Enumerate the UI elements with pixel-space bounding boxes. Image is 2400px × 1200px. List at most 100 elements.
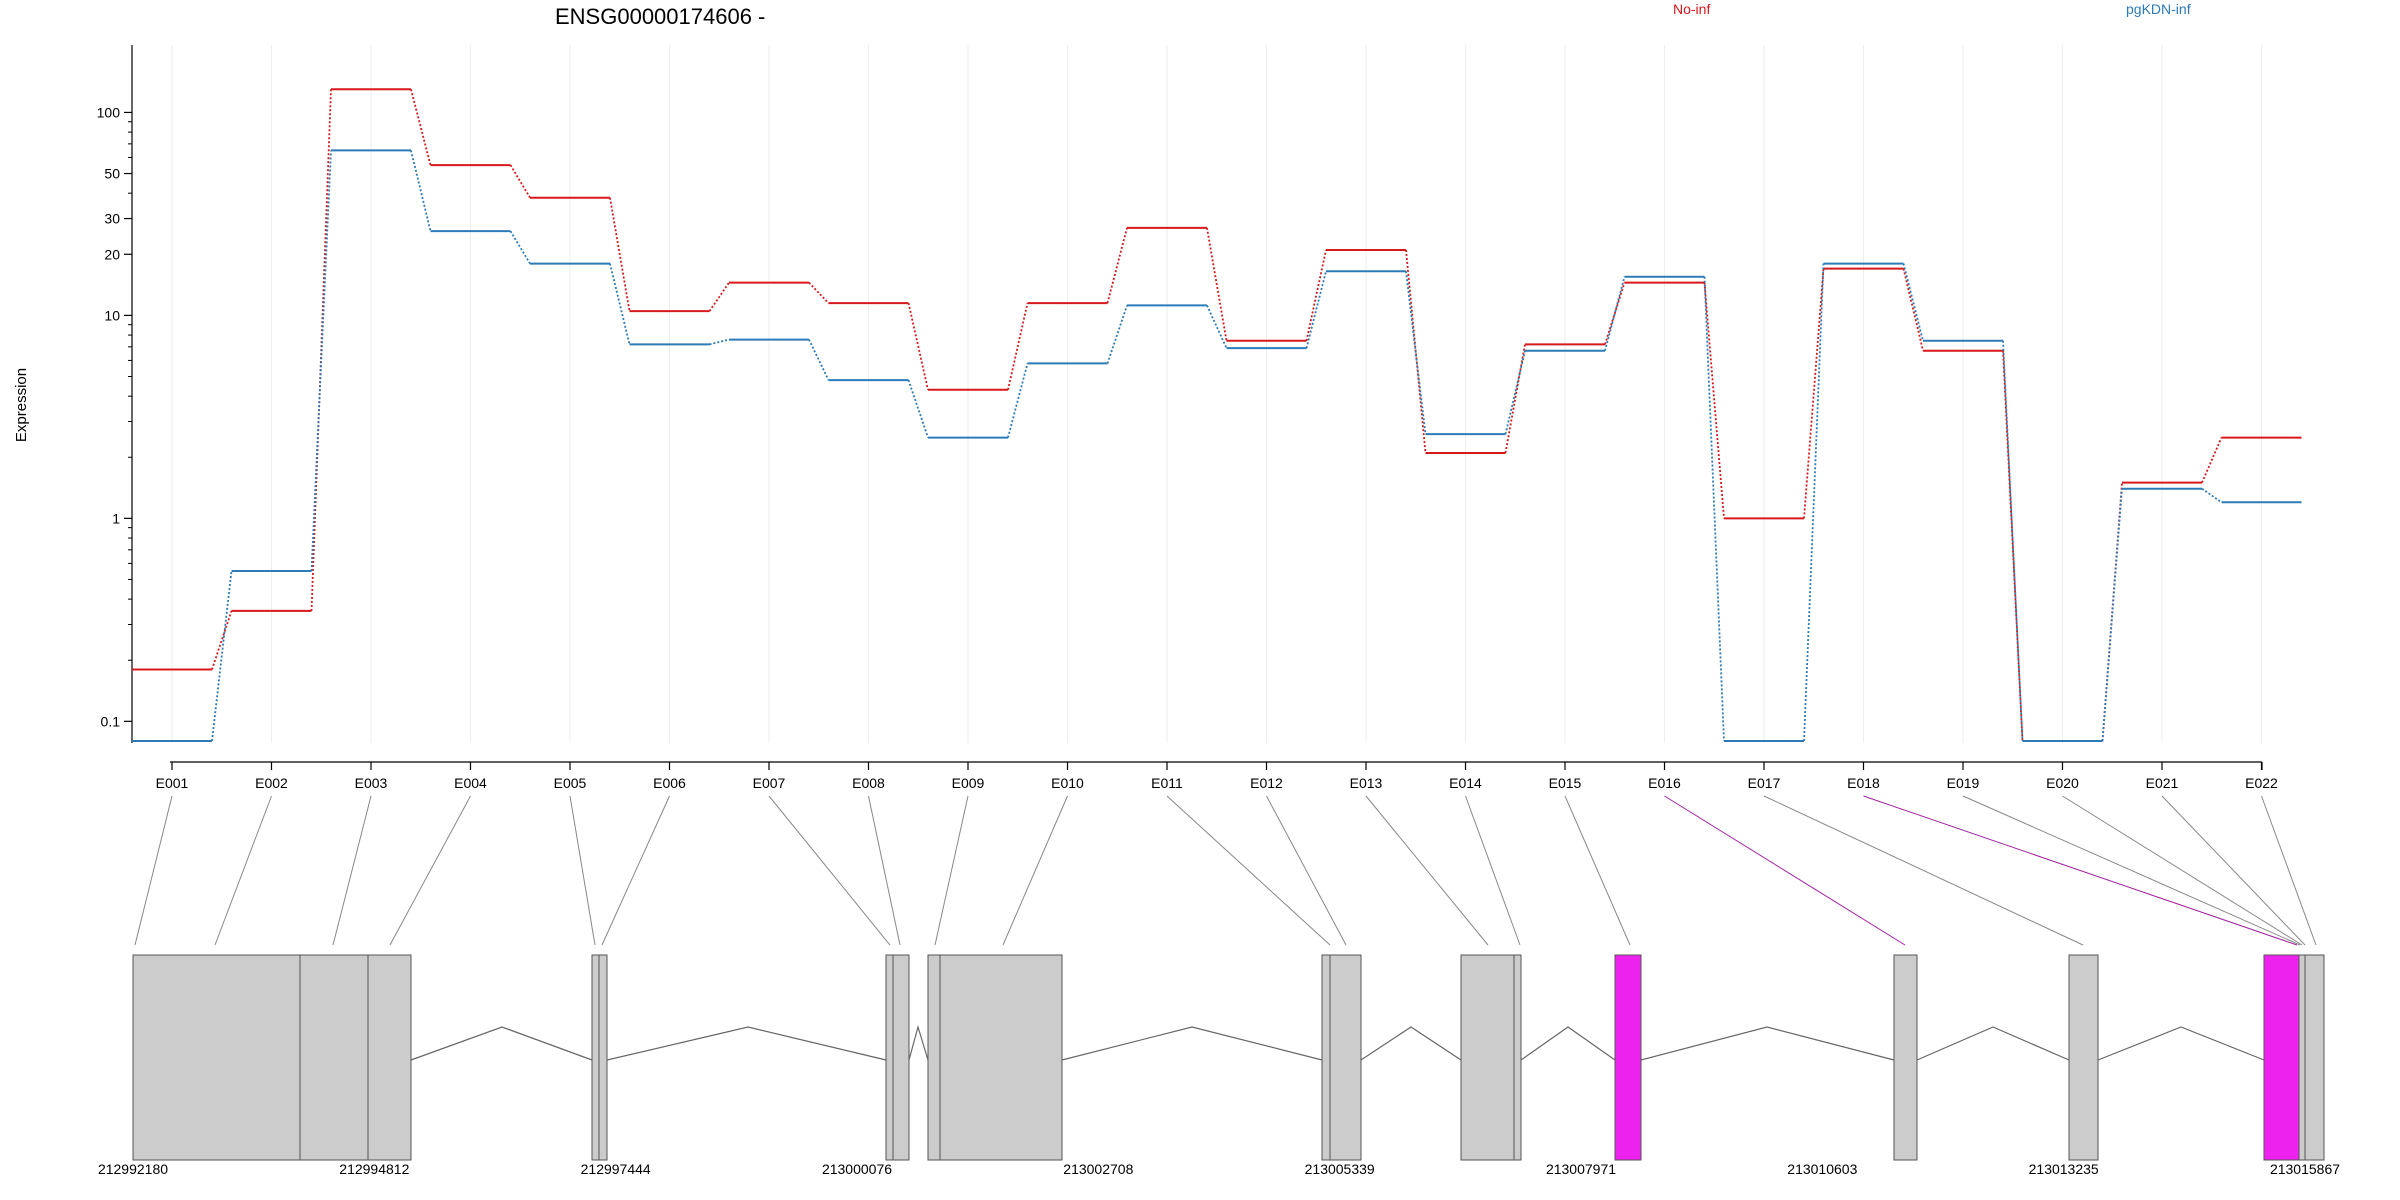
x-tick-label: E014 <box>1449 775 1482 791</box>
legend-pgkdn-inf: pgKDN-inf <box>2126 1 2191 17</box>
genome-coordinate-label: 213005339 <box>1305 1161 1375 1177</box>
y-tick-label: 100 <box>97 104 121 120</box>
x-tick-label: E005 <box>554 775 587 791</box>
exon-connector <box>1763 795 2084 946</box>
exon-connector <box>768 795 891 946</box>
genome-coordinate-label: 213000076 <box>822 1161 892 1177</box>
series-connector <box>509 164 531 199</box>
x-tick-label: E006 <box>653 775 686 791</box>
series-1 <box>132 149 2302 742</box>
series-connector <box>1604 276 1626 351</box>
series-connector <box>1007 363 1029 438</box>
genome-coordinate-label: 213007971 <box>1546 1161 1616 1177</box>
exon-connector <box>868 795 901 946</box>
series-connector <box>808 339 830 381</box>
genome-coordinate-label: 212992180 <box>98 1161 168 1177</box>
series-lines <box>132 88 2302 742</box>
exon-block <box>2068 954 2099 1161</box>
x-tick-label: E009 <box>952 775 985 791</box>
series-connector <box>2201 437 2223 483</box>
exon-block <box>1460 954 1515 1161</box>
exon-block <box>2304 954 2325 1161</box>
series-connector <box>509 230 531 265</box>
x-tick-label: E018 <box>1847 775 1880 791</box>
y-tick-label: 0.1 <box>101 713 121 729</box>
series-connector <box>808 282 830 304</box>
genome-coordinate-label: 212997444 <box>581 1161 651 1177</box>
exon-connector <box>1002 795 1068 946</box>
series-connector <box>609 197 631 312</box>
exon-connector <box>1365 795 1489 946</box>
exon-block <box>299 954 369 1161</box>
genome-coordinate-label: 213015867 <box>2270 1161 2340 1177</box>
x-tick-label: E002 <box>255 775 288 791</box>
series-connector <box>2101 488 2123 742</box>
x-tick-label: E019 <box>1947 775 1980 791</box>
exon-connector <box>214 795 272 946</box>
exon-connector <box>134 795 173 946</box>
x-tick-label: E012 <box>1250 775 1283 791</box>
exon-connector <box>332 795 372 946</box>
exon-connector <box>2161 795 2306 946</box>
exon-block <box>591 954 600 1161</box>
y-tick-label: 1 <box>112 510 120 526</box>
exon-connector <box>601 795 670 946</box>
chart-title: ENSG00000174606 - <box>555 4 765 29</box>
exon-connector <box>1166 795 1331 946</box>
exon-block <box>885 954 894 1161</box>
x-tick-label: E021 <box>2146 775 2179 791</box>
x-tick-label: E007 <box>753 775 786 791</box>
exon-connector <box>389 795 471 946</box>
x-tick-label: E016 <box>1648 775 1681 791</box>
y-tick-label: 30 <box>104 211 120 227</box>
exon-connector <box>1863 795 2298 946</box>
exon-connector <box>1266 795 1347 946</box>
series-connector <box>1504 350 1526 435</box>
genome-coordinate-label: 213010603 <box>1787 1161 1857 1177</box>
exon-connectors <box>134 795 2317 946</box>
series-connector <box>609 263 631 345</box>
series-connector <box>1902 263 1924 341</box>
y-tick-label: 10 <box>104 307 120 323</box>
x-tick-label: E013 <box>1350 775 1383 791</box>
series-connector <box>1504 344 1526 454</box>
series-connector <box>907 379 929 438</box>
exon-connector <box>1465 795 1521 946</box>
series-connector <box>1902 268 1924 351</box>
axes: 0.1 1 10 20 30 50 100 E001 E002 E003 E004 E005 E006 E… <box>97 45 2278 791</box>
intron-line <box>1360 1026 1462 1061</box>
series-connector <box>1405 271 1427 435</box>
exon-connector <box>1962 795 2301 946</box>
series-connector <box>1206 227 1228 341</box>
series-connector <box>1703 276 1725 742</box>
exon-block <box>132 954 301 1161</box>
x-tick-label: E001 <box>156 775 189 791</box>
exon-block <box>1893 954 1918 1161</box>
series-connector <box>410 89 432 166</box>
intron-line <box>606 1026 887 1061</box>
x-tick-label: E015 <box>1549 775 1582 791</box>
x-tick-label: E022 <box>2245 775 2278 791</box>
intron-line <box>1916 1026 2070 1061</box>
series-connector <box>1007 302 1029 390</box>
series-connector <box>1106 227 1128 304</box>
series-0 <box>132 88 2302 742</box>
genome-coordinate-label: 213013235 <box>2029 1161 2099 1177</box>
exon-connector <box>1664 795 1906 946</box>
series-connector <box>1305 271 1327 349</box>
series-connector <box>1305 249 1327 341</box>
exon-block <box>1329 954 1362 1161</box>
series-connector <box>211 570 233 742</box>
exon-connector <box>2261 795 2317 946</box>
exon-connector <box>569 795 596 946</box>
intron-line <box>2097 1026 2265 1061</box>
intron-line <box>410 1026 593 1061</box>
genome-coordinate-label: 213002708 <box>1063 1161 1133 1177</box>
exon-block <box>2263 954 2300 1161</box>
genome-coordinate-label: 212994812 <box>339 1161 409 1177</box>
x-tick-label: E003 <box>355 775 388 791</box>
series-connector <box>2002 340 2024 742</box>
x-tick-label: E011 <box>1151 775 1183 791</box>
exon-block <box>367 954 412 1161</box>
gene-model: 212992180 212994812 212997444 213000076 2130… <box>98 954 2340 1177</box>
